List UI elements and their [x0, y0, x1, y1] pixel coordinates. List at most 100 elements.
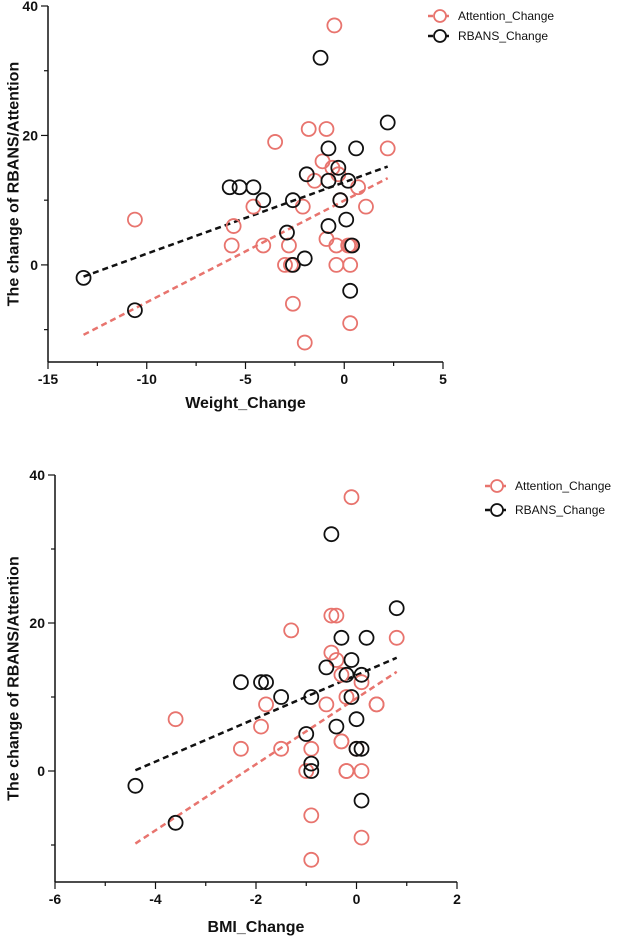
point-rbans-change	[221, 179, 238, 196]
point-attention-change	[303, 807, 320, 824]
point-rbans-change	[233, 674, 249, 691]
point-attention-change	[277, 257, 293, 273]
point-attention-change	[328, 652, 345, 668]
point-rbans-change	[353, 740, 370, 757]
point-rbans-change	[298, 166, 315, 183]
y-tick-label: 0	[37, 763, 45, 779]
x-axis-title: Weight_Change	[185, 395, 306, 412]
point-rbans-change	[328, 718, 345, 735]
point-attention-change	[328, 607, 345, 624]
legend-marker-rbans-change	[433, 29, 447, 43]
point-attention-change	[318, 121, 335, 137]
point-attention-change	[303, 740, 320, 757]
point-attention-change	[126, 211, 143, 228]
point-attention-change	[300, 121, 317, 137]
legend-label-attention-change: Attention_Change	[515, 479, 611, 493]
x-axis-title: BMI_Change	[208, 919, 305, 936]
point-rbans-change	[343, 689, 360, 705]
point-rbans-change	[348, 740, 365, 757]
point-attention-change	[267, 134, 284, 150]
y-tick-label: 0	[30, 257, 38, 273]
point-attention-change	[303, 851, 320, 868]
y-tick-label: 40	[22, 0, 38, 14]
y-tick-label: 40	[29, 467, 45, 483]
x-tick-label: 0	[340, 371, 348, 387]
point-attention-change	[353, 763, 370, 779]
point-attention-change	[284, 295, 301, 312]
fit-line-rbans-change	[134, 656, 398, 772]
x-tick-label: 0	[353, 891, 361, 907]
x-tick-label: 2	[453, 891, 461, 907]
legend-label-rbans-change: RBANS_Change	[515, 503, 605, 517]
point-attention-change	[388, 629, 405, 646]
point-rbans-change	[255, 192, 272, 209]
point-attention-change	[379, 140, 396, 157]
x-tick-label: 5	[439, 371, 447, 387]
y-axis-title: The change of RBANS/Attention	[6, 556, 23, 800]
legend-marker-attention-change	[433, 9, 447, 23]
point-rbans-change	[253, 674, 269, 691]
point-rbans-change	[358, 629, 375, 646]
legend-marker-attention-change	[490, 479, 504, 493]
point-rbans-change	[353, 666, 370, 683]
point-rbans-change	[303, 763, 320, 779]
point-rbans-change	[338, 666, 355, 683]
x-tick-label: -5	[239, 371, 252, 387]
point-attention-change	[273, 740, 290, 757]
point-rbans-change	[348, 711, 365, 728]
x-tick-label: -15	[38, 371, 58, 387]
point-attention-change	[281, 237, 297, 254]
point-rbans-change	[284, 192, 301, 209]
point-rbans-change	[323, 526, 340, 543]
fit-line-attention-change	[82, 177, 389, 336]
point-rbans-change	[279, 224, 295, 241]
legend-marker-rbans-change	[490, 503, 504, 517]
point-attention-change	[314, 153, 331, 170]
point-rbans-change	[312, 49, 329, 66]
point-rbans-change	[231, 179, 248, 196]
point-rbans-change	[75, 269, 92, 286]
point-rbans-change	[258, 674, 274, 691]
point-rbans-change	[343, 652, 360, 668]
point-rbans-change	[388, 600, 405, 617]
point-rbans-change	[127, 777, 144, 794]
point-rbans-change	[338, 211, 355, 228]
point-attention-change	[283, 622, 300, 639]
point-attention-change	[353, 829, 370, 846]
point-rbans-change	[379, 114, 396, 131]
point-rbans-change	[167, 814, 184, 831]
point-rbans-change	[245, 179, 262, 196]
point-rbans-change	[330, 159, 347, 176]
legend-label-attention-change: Attention_Change	[458, 9, 554, 23]
point-attention-change	[338, 763, 355, 779]
point-attention-change	[343, 489, 360, 506]
point-rbans-change	[342, 282, 359, 299]
x-tick-label: -4	[149, 891, 162, 907]
point-attention-change	[245, 198, 262, 215]
point-attention-change	[318, 231, 335, 247]
point-rbans-change	[320, 218, 337, 234]
point-attention-change	[368, 696, 385, 713]
point-attention-change	[223, 237, 240, 254]
legend-label-rbans-change: RBANS_Change	[458, 29, 548, 43]
point-attention-change	[167, 711, 184, 728]
point-attention-change	[350, 179, 366, 196]
point-attention-change	[225, 218, 242, 234]
point-attention-change	[342, 257, 359, 273]
point-attention-change	[326, 17, 343, 34]
point-attention-change	[338, 689, 355, 705]
point-attention-change	[296, 334, 313, 351]
point-attention-change	[255, 237, 272, 254]
point-rbans-change	[332, 192, 349, 209]
x-tick-label: -2	[250, 891, 263, 907]
point-rbans-change	[273, 689, 290, 705]
point-rbans-change	[296, 250, 313, 267]
point-attention-change	[353, 674, 370, 691]
point-rbans-change	[284, 257, 301, 273]
chart-panel-1: 0 20 40 -15 -10 -5 0 5 Weight_Change The change o…	[6, 0, 555, 412]
point-rbans-change	[340, 172, 357, 189]
x-tick-label: -6	[49, 891, 62, 907]
point-attention-change	[328, 257, 345, 273]
point-attention-change	[233, 740, 249, 757]
point-attention-change	[258, 696, 274, 713]
